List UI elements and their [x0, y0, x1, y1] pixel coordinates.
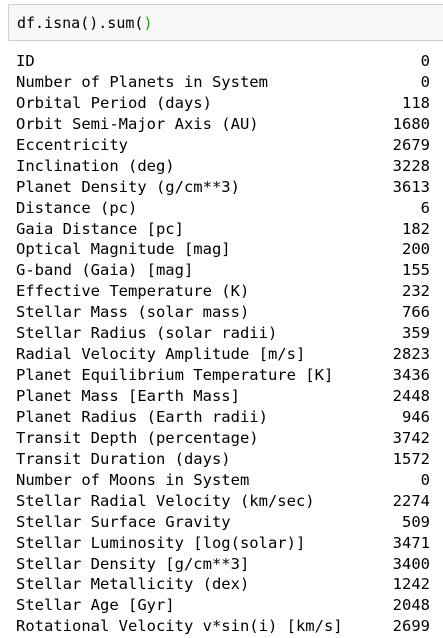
column-name: Transit Duration (days) [16, 449, 231, 468]
missing-count: 1242 [392, 575, 430, 594]
column-name: Radial Velocity Amplitude [m/s] [16, 345, 306, 364]
missing-count: 0 [420, 72, 430, 91]
missing-count: 2048 [392, 596, 430, 615]
output-row: Number of Moons in System 0 [16, 470, 430, 491]
column-name: Orbit Semi-Major Axis (AU) [16, 114, 259, 133]
missing-count: 232 [402, 282, 430, 301]
output-row: Stellar Mass (solar mass) 766 [16, 302, 430, 323]
column-name: Distance (pc) [16, 198, 138, 217]
missing-count: 0 [420, 52, 430, 70]
column-name: Stellar Metallicity (dex) [16, 575, 250, 594]
missing-count: 359 [402, 324, 430, 343]
column-name: Stellar Mass (solar mass) [16, 303, 250, 322]
missing-count: 3742 [392, 428, 430, 447]
missing-count: 3400 [392, 554, 430, 573]
output-row: Planet Equilibrium Temperature [K] 3436 [16, 365, 430, 386]
column-name: Effective Temperature (K) [16, 282, 250, 301]
column-name: Gaia Distance [pc] [16, 219, 184, 238]
output-row: Transit Duration (days) 1572 [16, 449, 430, 470]
missing-count: 766 [402, 303, 430, 322]
column-name: Inclination (deg) [16, 156, 175, 175]
missing-count: 3471 [392, 533, 430, 552]
missing-count: 2448 [392, 387, 430, 405]
output-row: Planet Mass [Earth Mass] 2448 [16, 386, 430, 407]
column-name: Orbital Period (days) [16, 93, 212, 112]
output-row: Stellar Radius (solar radii) 359 [16, 323, 430, 344]
output-row: Transit Depth (percentage) 3742 [16, 428, 430, 449]
output-row: Inclination (deg) 3228 [16, 156, 430, 177]
missing-count: 2699 [392, 617, 430, 636]
missing-count: 2823 [392, 345, 430, 364]
output-row: Distance (pc) 6 [16, 198, 430, 219]
column-name: Eccentricity [16, 135, 128, 154]
output-row: Stellar Luminosity [log(solar)] 3471 [16, 533, 430, 554]
output-row: ID 0 [16, 51, 430, 72]
output-row: Stellar Age [Gyr] 2048 [16, 595, 430, 616]
column-name: Stellar Radius (solar radii) [16, 324, 278, 343]
column-name: Transit Depth (percentage) [16, 428, 259, 447]
column-name: Stellar Density [g/cm**3] [16, 554, 250, 573]
code-cell-input[interactable]: df.isna().sum() [8, 4, 443, 41]
output-row: Eccentricity 2679 [16, 135, 430, 156]
column-name: Stellar Luminosity [log(solar)] [16, 533, 306, 552]
output-row: Rotational Velocity v*sin(i) [km/s] 2699 [16, 616, 430, 637]
code-text: df.isna().sum( [17, 13, 144, 32]
column-name: ID [16, 52, 35, 70]
missing-count: 3228 [392, 156, 430, 175]
output-row: Number of Planets in System 0 [16, 72, 430, 93]
column-name: Optical Magnitude [mag] [16, 240, 231, 259]
missing-count: 2679 [392, 135, 430, 154]
missing-count: 2274 [392, 491, 430, 510]
output-row: Orbital Period (days) 118 [16, 93, 430, 114]
missing-count: 3613 [392, 177, 430, 196]
output-row: Planet Density (g/cm**3) 3613 [16, 177, 430, 198]
output-row: Stellar Surface Gravity 509 [16, 512, 430, 533]
missing-count: 118 [402, 93, 430, 112]
missing-count: 3436 [392, 366, 430, 385]
missing-count: 946 [402, 407, 430, 426]
column-name: Stellar Age [Gyr] [16, 596, 175, 615]
output-row: Planet Radius (Earth radii) 946 [16, 407, 430, 428]
column-name: Stellar Radial Velocity (km/sec) [16, 491, 315, 510]
column-name: Planet Mass [Earth Mass] [16, 387, 240, 405]
output-row: Orbit Semi-Major Axis (AU) 1680 [16, 114, 430, 135]
output-row: Effective Temperature (K) 232 [16, 281, 430, 302]
column-name: Planet Radius (Earth radii) [16, 407, 268, 426]
output-row: Gaia Distance [pc] 182 [16, 219, 430, 240]
missing-count: 0 [420, 470, 430, 489]
missing-count: 509 [402, 512, 430, 531]
output-row: Radial Velocity Amplitude [m/s] 2823 [16, 344, 430, 365]
matching-paren: ) [143, 13, 153, 32]
missing-count: 1680 [392, 114, 430, 133]
missing-count: 6 [420, 198, 430, 217]
column-name: Planet Equilibrium Temperature [K] [16, 366, 334, 385]
column-name: Number of Moons in System [16, 470, 250, 489]
column-name: Number of Planets in System [16, 72, 268, 91]
missing-count: 182 [402, 219, 430, 238]
missing-count: 155 [402, 261, 430, 280]
output-row: Stellar Radial Velocity (km/sec) 2274 [16, 491, 430, 512]
missing-count: 1572 [392, 449, 430, 468]
output-row: G-band (Gaia) [mag] 155 [16, 260, 430, 281]
output-row: Optical Magnitude [mag] 200 [16, 239, 430, 260]
output-row: Stellar Metallicity (dex) 1242 [16, 574, 430, 595]
missing-count: 200 [402, 240, 430, 259]
column-name: Rotational Velocity v*sin(i) [km/s] [16, 617, 343, 636]
column-name: Stellar Surface Gravity [16, 512, 231, 531]
column-name: Planet Density (g/cm**3) [16, 177, 240, 196]
column-name: G-band (Gaia) [mag] [16, 261, 194, 280]
cell-output: ID 0 Number of Planets in System 0 Orbital P… [16, 51, 430, 637]
output-row: Stellar Density [g/cm**3] 3400 [16, 554, 430, 575]
